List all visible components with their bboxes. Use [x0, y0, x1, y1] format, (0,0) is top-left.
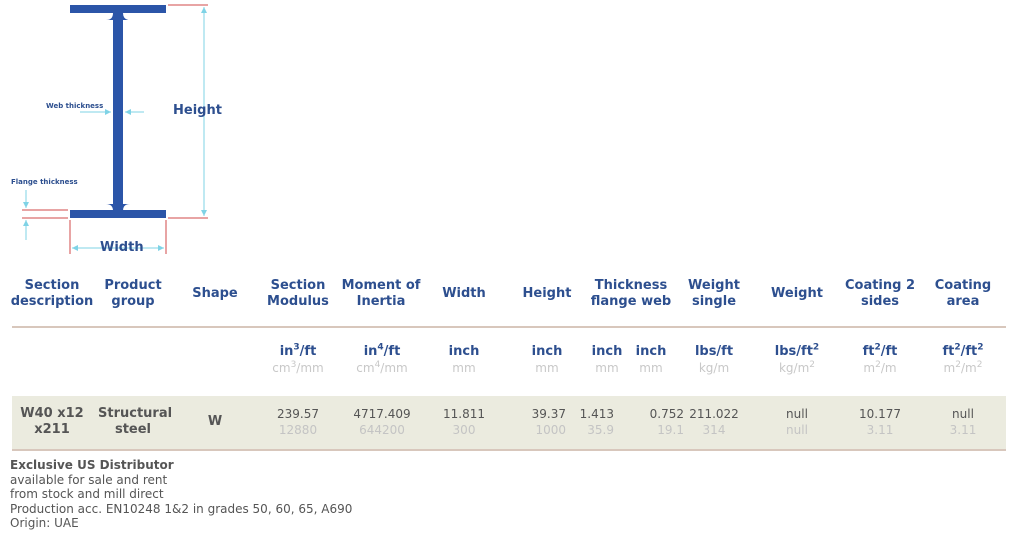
beam-diagram: Height Width Web thickness Flange thickn… [0, 0, 240, 262]
cell-web-thickness: 0.752 19.1 [649, 407, 684, 437]
header-coating-area: Coating area [934, 278, 992, 309]
flange-thickness-label: Flange thickness [11, 178, 78, 186]
notes-title: Exclusive US Distributor [10, 458, 174, 472]
table-row [12, 396, 1006, 449]
header-section-description: Section description [10, 278, 94, 309]
unit-coating-area: ft2/ft2 m2/m2 [942, 342, 984, 375]
unit-web: inch mm [635, 344, 667, 375]
notes-line: from stock and mill direct [10, 487, 164, 501]
notes-line: available for sale and rent [10, 472, 168, 487]
unit-weight: lbs/ft2 kg/m2 [774, 342, 820, 375]
distributor-notes: Exclusive US Distributor available for s… [10, 458, 352, 531]
header-moment-of-inertia: Moment of Inertia [341, 278, 421, 309]
cell-width: 11.811 300 [443, 407, 485, 437]
height-dimension-label: Height [173, 103, 222, 118]
unit-width: inch mm [448, 344, 480, 375]
cell-shape: W [207, 414, 223, 429]
header-divider [12, 326, 1006, 328]
notes-line: Production acc. EN10248 1&2 in grades 50… [10, 501, 353, 516]
header-shape: Shape [192, 286, 238, 301]
header-section-modulus: Section Modulus [267, 278, 329, 309]
i-beam-drawing [22, 4, 208, 254]
unit-weight-single: lbs/ft kg/m [694, 344, 734, 375]
cell-section-description: W40 x12 x211 [20, 406, 84, 437]
unit-moment-of-inertia: in4/ft cm4/mm [356, 342, 408, 375]
header-weight-single: Weight single [688, 278, 740, 309]
row-divider [12, 449, 1006, 451]
cell-section-modulus: 239.57 12880 [277, 407, 319, 437]
cell-flange-thickness: 1.413 35.9 [579, 407, 614, 437]
header-width: Width [442, 286, 486, 301]
cell-product-group: Structural steel [98, 406, 173, 437]
cell-coating-2-sides: 10.177 3.11 [859, 407, 901, 437]
notes-line: Origin: UAE [10, 516, 79, 530]
cell-weight: null null [786, 407, 808, 437]
cell-moment-of-inertia: 4717.409 644200 [353, 407, 411, 437]
unit-height: inch mm [531, 344, 563, 375]
cell-coating-area: null 3.11 [949, 407, 977, 437]
header-product-group: Product group [104, 278, 162, 309]
unit-coating-2-sides: ft2/ft m2/m [862, 342, 898, 375]
unit-flange: inch mm [591, 344, 623, 375]
unit-section-modulus: in3/ft cm3/mm [272, 342, 324, 375]
width-dimension-label: Width [100, 240, 144, 255]
header-thickness: Thickness flange web [590, 278, 672, 309]
web-thickness-label: Web thickness [46, 102, 104, 110]
cell-weight-single: 211.022 314 [689, 407, 739, 437]
header-height: Height [522, 286, 572, 301]
header-coating-2-sides: Coating 2 sides [844, 278, 916, 309]
cell-height: 39.37 1000 [531, 407, 566, 437]
header-weight: Weight [771, 286, 823, 301]
